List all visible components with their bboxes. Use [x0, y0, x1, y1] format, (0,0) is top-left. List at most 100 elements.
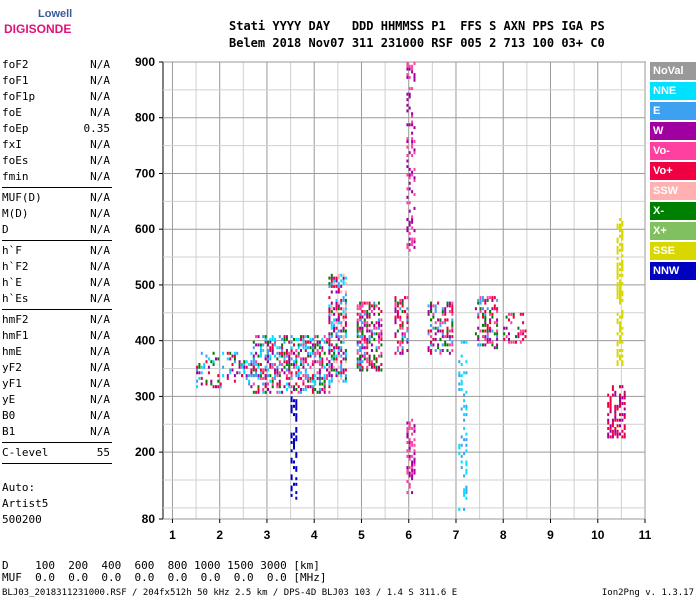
- param-value: N/A: [90, 207, 110, 220]
- echo-point: [330, 307, 333, 311]
- echo-point: [222, 365, 225, 369]
- echo-point: [616, 262, 619, 266]
- echo-point: [309, 354, 312, 358]
- echo-point: [321, 346, 324, 350]
- echo-point: [465, 485, 468, 489]
- echo-point: [278, 390, 281, 394]
- echo-point: [458, 371, 461, 375]
- echo-point: [330, 284, 333, 288]
- echo-point: [300, 371, 302, 375]
- echo-point: [368, 363, 371, 366]
- echo-point: [293, 337, 295, 341]
- echo-point: [330, 276, 333, 280]
- echo-point: [378, 337, 380, 341]
- echo-point: [250, 363, 253, 366]
- echo-point: [255, 360, 258, 364]
- echo-point: [238, 360, 241, 364]
- echo-point: [614, 410, 617, 414]
- echo-point: [373, 337, 376, 341]
- echo-point: [248, 363, 251, 366]
- echo-point: [311, 374, 314, 378]
- echo-point: [290, 390, 293, 394]
- echo-point: [288, 382, 291, 386]
- echo-point: [215, 385, 217, 389]
- echo-point: [411, 471, 414, 475]
- param-row: C-level 55: [2, 445, 110, 461]
- echo-point: [337, 312, 340, 316]
- echo-point: [616, 248, 619, 252]
- echo-point: [434, 310, 437, 313]
- param-value: N/A: [90, 345, 110, 358]
- grid-lines: [163, 61, 646, 520]
- echo-point: [413, 148, 416, 152]
- echo-point: [401, 326, 404, 330]
- echo-point: [285, 351, 288, 355]
- echo-point: [619, 290, 621, 294]
- echo-point: [278, 335, 281, 339]
- echo-point: [311, 360, 314, 364]
- echo-point: [328, 379, 331, 383]
- echo-point: [411, 70, 414, 74]
- echo-point: [522, 312, 525, 316]
- echo-point: [399, 318, 402, 322]
- echo-point: [380, 335, 383, 339]
- echo-point: [300, 390, 302, 394]
- echo-point: [609, 407, 612, 411]
- echo-point: [335, 304, 338, 308]
- echo-point: [293, 438, 295, 442]
- echo-point: [616, 237, 619, 241]
- echo-point: [489, 329, 492, 333]
- echo-point: [340, 363, 343, 366]
- echo-point: [451, 312, 454, 316]
- echo-point: [616, 293, 619, 297]
- echo-point: [340, 374, 343, 378]
- digisonde-logo: Lowell DIGISONDE: [2, 6, 74, 40]
- echo-point: [269, 349, 272, 352]
- echo-point: [441, 307, 444, 311]
- echo-point: [616, 363, 619, 366]
- echo-point: [361, 354, 364, 358]
- echo-point: [503, 326, 506, 330]
- echo-point: [394, 310, 397, 313]
- echo-point: [609, 427, 612, 430]
- echo-point: [621, 340, 624, 344]
- echo-point: [257, 335, 260, 339]
- echo-point: [401, 349, 404, 352]
- echo-point: [335, 343, 338, 347]
- echo-point: [316, 349, 319, 352]
- echo-point: [503, 332, 506, 336]
- echo-point: [621, 220, 624, 224]
- echo-point: [290, 371, 293, 375]
- echo-point: [361, 304, 364, 308]
- echo-point: [330, 349, 333, 352]
- echo-point: [283, 340, 286, 344]
- param-value: N/A: [90, 292, 110, 305]
- echo-point: [361, 301, 364, 305]
- param-name: h`F2: [2, 260, 29, 273]
- echo-point: [262, 349, 265, 352]
- echo-point: [293, 404, 295, 408]
- echo-point: [378, 318, 380, 322]
- echo-point: [295, 482, 298, 486]
- station-header: Stati YYYY DAY DDD HHMMSS P1 FFS S AXN P…: [229, 18, 605, 52]
- echo-point: [406, 154, 409, 157]
- header-values: Belem 2018 Nov07 311 231000 RSF 005 2 71…: [229, 36, 605, 50]
- echo-point: [330, 312, 333, 316]
- echo-point: [380, 323, 383, 327]
- echo-point: [458, 374, 461, 378]
- echo-point: [342, 335, 345, 339]
- echo-point: [233, 351, 236, 355]
- echo-point: [451, 321, 454, 325]
- echo-point: [408, 427, 411, 430]
- echo-point: [196, 368, 199, 372]
- param-value: N/A: [90, 393, 110, 406]
- echo-point: [269, 357, 272, 361]
- echo-point: [621, 385, 624, 389]
- param-row: foF1p N/A: [2, 89, 110, 105]
- echo-point: [300, 337, 302, 341]
- param-value: N/A: [90, 191, 110, 204]
- echo-point: [255, 390, 258, 394]
- echo-point: [316, 371, 319, 375]
- echo-point: [293, 365, 295, 369]
- echo-point: [245, 360, 248, 364]
